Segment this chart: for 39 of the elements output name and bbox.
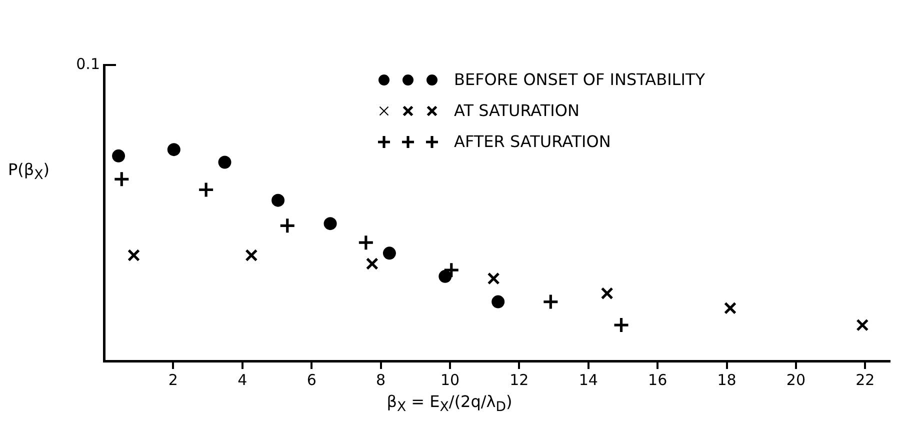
x-tick-label: 20 bbox=[786, 370, 806, 389]
x-tick-label: 2 bbox=[168, 370, 178, 389]
point bbox=[612, 316, 630, 334]
legend-label: BEFORE ONSET OF INSTABILITY bbox=[454, 70, 706, 90]
x-tick-label: 22 bbox=[856, 370, 875, 389]
point bbox=[218, 156, 232, 169]
x-axis-title: β$_{X}$ = E$_{X}$/(2q/λ$_{D}$) bbox=[386, 392, 514, 416]
point bbox=[366, 257, 378, 270]
point bbox=[382, 246, 396, 260]
point bbox=[324, 217, 337, 230]
y-axis-title: P(β$_{X}$) bbox=[8, 160, 50, 184]
point bbox=[358, 234, 374, 251]
x-tick-label: 16 bbox=[648, 370, 668, 389]
x-tick-label: 14 bbox=[578, 370, 598, 389]
point bbox=[113, 170, 130, 188]
x-tick-label: 18 bbox=[717, 370, 736, 389]
point bbox=[724, 302, 736, 314]
x-tick-label: 10 bbox=[440, 370, 460, 389]
x-tick-label: 12 bbox=[510, 370, 529, 389]
point bbox=[487, 272, 500, 285]
point bbox=[167, 143, 180, 156]
point bbox=[443, 262, 460, 278]
point bbox=[198, 181, 214, 198]
text: 0.1 bbox=[76, 54, 100, 73]
point bbox=[112, 149, 126, 162]
x-tick-label: 4 bbox=[238, 370, 248, 389]
point bbox=[128, 249, 140, 262]
point bbox=[856, 318, 869, 332]
legend-label: AFTER SATURATION bbox=[454, 132, 611, 152]
point bbox=[600, 287, 614, 300]
point bbox=[542, 294, 559, 310]
point bbox=[245, 249, 258, 262]
point bbox=[438, 270, 452, 283]
x-tick-label: 8 bbox=[376, 370, 386, 389]
point bbox=[272, 194, 285, 207]
legend-label: AT SATURATION bbox=[454, 101, 580, 120]
point bbox=[492, 295, 505, 308]
point bbox=[279, 217, 296, 234]
x-tick-label: 6 bbox=[306, 370, 316, 389]
